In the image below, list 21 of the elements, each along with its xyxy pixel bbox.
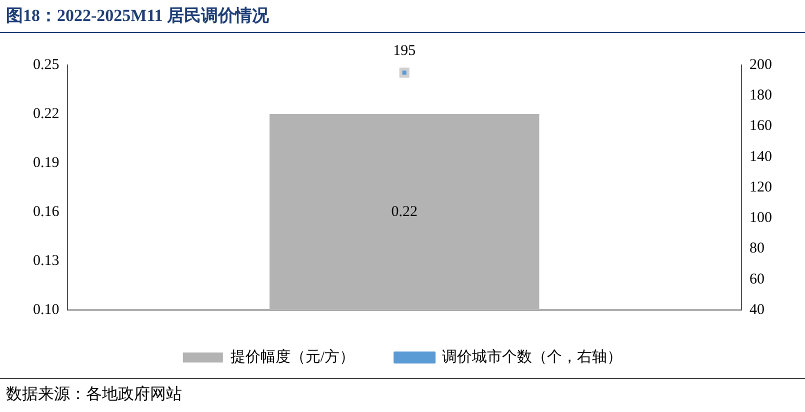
chart-title: 图18：2022-2025M11 居民调价情况 bbox=[6, 5, 270, 27]
legend-label: 提价幅度（元/方） bbox=[230, 348, 355, 366]
y2-tick-label: 200 bbox=[750, 56, 772, 73]
source-note: 数据来源：各地政府网站 bbox=[6, 384, 182, 405]
data-label: 0.22 bbox=[391, 204, 418, 220]
y2-tick-label: 100 bbox=[750, 210, 772, 226]
y-tick-label: 0.19 bbox=[33, 154, 60, 171]
data-label: 195 bbox=[393, 43, 416, 60]
y-tick-label: 0.10 bbox=[33, 302, 60, 318]
y-tick-label: 0.22 bbox=[33, 106, 60, 122]
y-tick-label: 0.16 bbox=[33, 204, 60, 220]
y2-tick-label: 120 bbox=[750, 179, 772, 196]
legend-label: 调价城市个数（个，右轴） bbox=[442, 348, 622, 366]
y2-tick-label: 180 bbox=[750, 88, 772, 104]
y2-tick-label: 80 bbox=[750, 240, 764, 257]
y2-tick-label: 140 bbox=[750, 148, 772, 165]
y-tick-label: 0.13 bbox=[33, 252, 60, 269]
y2-tick-label: 40 bbox=[750, 302, 764, 318]
y-tick-label: 0.25 bbox=[33, 56, 60, 73]
y2-tick-label: 60 bbox=[750, 271, 764, 288]
y2-tick-label: 160 bbox=[750, 118, 772, 134]
